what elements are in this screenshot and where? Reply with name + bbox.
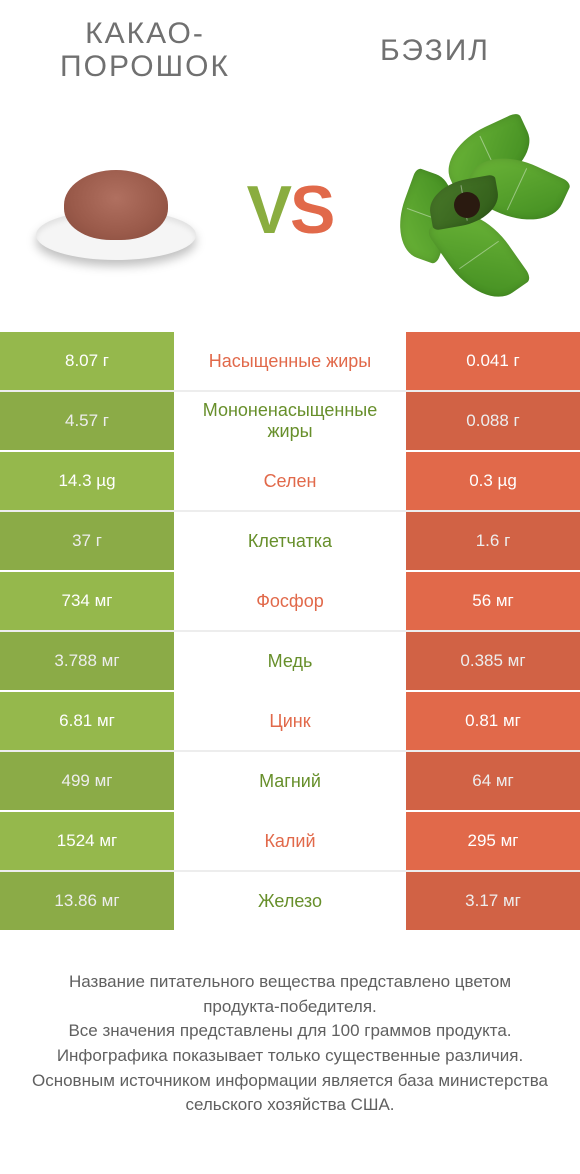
- vs-v-letter: V: [247, 172, 290, 248]
- table-row: 37 гКлетчатка1.6 г: [0, 510, 580, 570]
- table-row: 14.3 µgСелен0.3 µg: [0, 450, 580, 510]
- cell-nutrient-label: Фосфор: [174, 572, 406, 630]
- cell-nutrient-label: Железо: [174, 872, 406, 930]
- table-row: 734 мгФосфор56 мг: [0, 570, 580, 630]
- cell-left-value: 8.07 г: [0, 332, 174, 390]
- cell-right-value: 64 мг: [406, 752, 580, 810]
- cell-right-value: 0.3 µg: [406, 452, 580, 510]
- comparison-table: 8.07 гНасыщенные жиры0.041 г4.57 гМононе…: [0, 330, 580, 930]
- table-row: 499 мгМагний64 мг: [0, 750, 580, 810]
- cell-left-value: 499 мг: [0, 752, 174, 810]
- header-left-title: КАКАО-ПОРОШОК: [0, 17, 290, 83]
- table-row: 3.788 мгМедь0.385 мг: [0, 630, 580, 690]
- cell-right-value: 1.6 г: [406, 512, 580, 570]
- footer-notes: Название питательного вещества представл…: [0, 930, 580, 1118]
- cell-right-value: 0.088 г: [406, 392, 580, 450]
- table-row: 1524 мгКалий295 мг: [0, 810, 580, 870]
- cell-right-value: 0.81 мг: [406, 692, 580, 750]
- cell-left-value: 734 мг: [0, 572, 174, 630]
- table-row: 8.07 гНасыщенные жиры0.041 г: [0, 330, 580, 390]
- cell-nutrient-label: Мононенасыщенные жиры: [174, 392, 406, 450]
- header-row: КАКАО-ПОРОШОК БЭЗИЛ: [0, 0, 580, 100]
- table-row: 4.57 гМононенасыщенные жиры0.088 г: [0, 390, 580, 450]
- header-right-title: БЭЗИЛ: [290, 34, 580, 67]
- product-left-image: [0, 100, 232, 320]
- cell-left-value: 6.81 мг: [0, 692, 174, 750]
- cell-left-value: 4.57 г: [0, 392, 174, 450]
- basil-icon: [374, 120, 554, 300]
- product-right-image: [348, 100, 580, 320]
- cell-right-value: 56 мг: [406, 572, 580, 630]
- cell-left-value: 13.86 мг: [0, 872, 174, 930]
- footer-line-1: Название питательного вещества представл…: [30, 970, 550, 1019]
- cocoa-icon: [26, 150, 206, 270]
- cell-nutrient-label: Калий: [174, 812, 406, 870]
- table-row: 6.81 мгЦинк0.81 мг: [0, 690, 580, 750]
- cell-nutrient-label: Магний: [174, 752, 406, 810]
- cell-right-value: 0.385 мг: [406, 632, 580, 690]
- cell-left-value: 1524 мг: [0, 812, 174, 870]
- cell-nutrient-label: Насыщенные жиры: [174, 332, 406, 390]
- vs-label: VS: [232, 171, 348, 249]
- cell-left-value: 3.788 мг: [0, 632, 174, 690]
- vs-s-letter: S: [290, 172, 333, 248]
- footer-line-3: Инфографика показывает только существенн…: [30, 1044, 550, 1069]
- image-row: VS: [0, 100, 580, 320]
- cell-left-value: 14.3 µg: [0, 452, 174, 510]
- cell-right-value: 295 мг: [406, 812, 580, 870]
- cell-nutrient-label: Селен: [174, 452, 406, 510]
- table-row: 13.86 мгЖелезо3.17 мг: [0, 870, 580, 930]
- cell-right-value: 3.17 мг: [406, 872, 580, 930]
- cell-nutrient-label: Цинк: [174, 692, 406, 750]
- cell-left-value: 37 г: [0, 512, 174, 570]
- cell-nutrient-label: Клетчатка: [174, 512, 406, 570]
- cell-nutrient-label: Медь: [174, 632, 406, 690]
- footer-line-2: Все значения представлены для 100 граммо…: [30, 1019, 550, 1044]
- footer-line-4: Основным источником информации является …: [30, 1069, 550, 1118]
- cell-right-value: 0.041 г: [406, 332, 580, 390]
